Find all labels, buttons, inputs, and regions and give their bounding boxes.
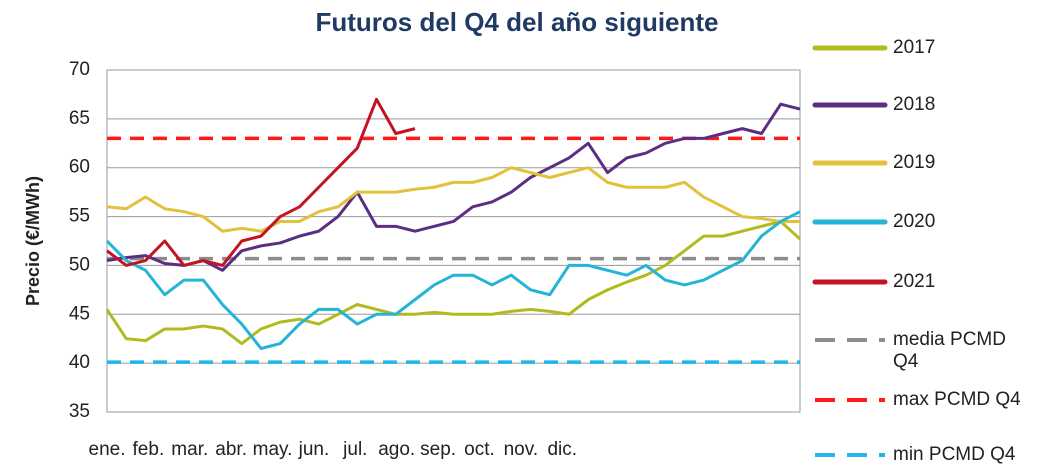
x-tick-label: oct. [464, 439, 495, 460]
legend-label: 2017 [893, 37, 936, 58]
legend-label: max PCMD Q4 [893, 389, 1021, 410]
x-tick-label: nov. [504, 439, 539, 460]
x-tick-label: may. [253, 439, 293, 460]
y-tick-label: 45 [69, 303, 90, 324]
y-tick-label: 35 [69, 401, 90, 422]
chart-title: Futuros del Q4 del año siguiente [315, 7, 718, 37]
x-tick-label: jul. [342, 439, 367, 460]
x-tick-label: ago. [378, 439, 415, 460]
y-tick-label: 50 [69, 254, 90, 275]
x-tick-label: mar. [171, 439, 208, 460]
y-tick-label: 65 [69, 108, 90, 129]
series-line [106, 97, 416, 267]
y-tick-label: 60 [69, 157, 90, 178]
x-tick-label: abr. [215, 439, 247, 460]
y-tick-label: 55 [69, 206, 90, 227]
y-tick-label: 70 [69, 59, 90, 80]
series-line [105, 210, 801, 350]
series-line [105, 219, 802, 346]
x-tick-label: jun. [298, 439, 330, 460]
legend-label: 2018 [893, 94, 936, 115]
legend-label: 2020 [893, 211, 936, 232]
x-tick-label: ene. [89, 439, 126, 460]
legend-label: 2021 [893, 271, 936, 292]
x-tick-label: dic. [547, 439, 577, 460]
x-tick-label: feb. [133, 439, 165, 460]
y-axis-label: Precio (€/MWh) [23, 176, 43, 306]
y-tick-label: 40 [69, 352, 90, 373]
x-tick-label: sep. [420, 439, 456, 460]
legend-label: 2019 [893, 152, 936, 173]
series-line [106, 102, 801, 272]
legend-label: media PCMD Q4 [893, 329, 1006, 372]
series-line [106, 166, 800, 233]
legend-label: min PCMD Q4 [893, 444, 1016, 465]
